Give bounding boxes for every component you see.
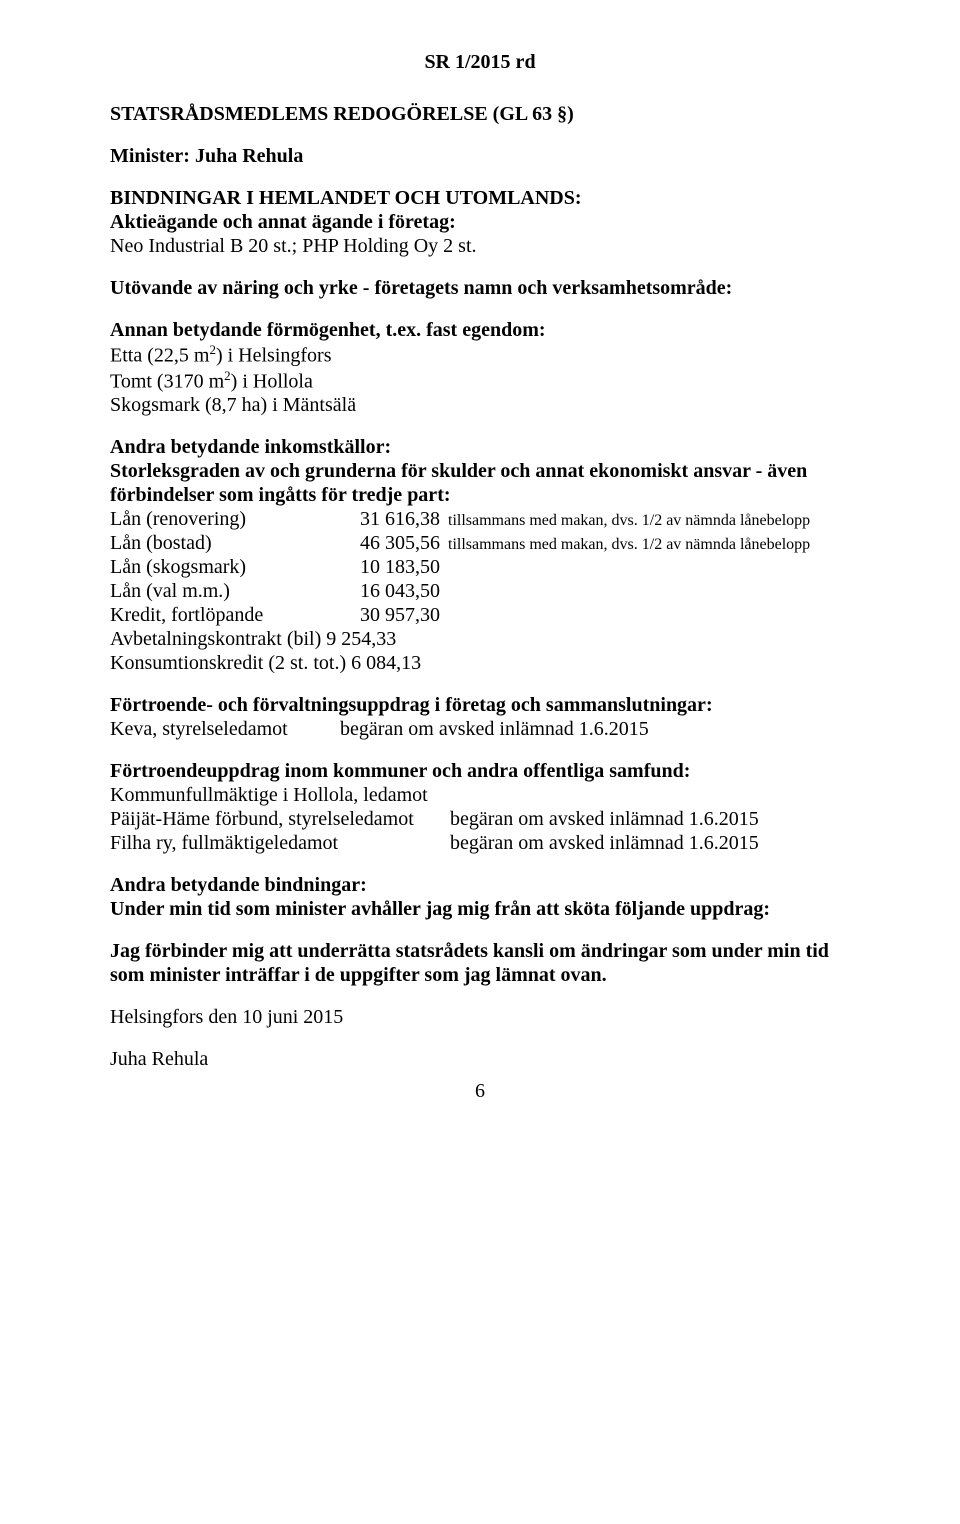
loan-row: Kredit, fortlöpande 30 957,30 [110,603,850,627]
loan-row: Lån (renovering) 31 616,38 tillsammans m… [110,507,850,531]
other-heading: Andra betydande bindningar: [110,873,850,897]
shareholding-heading: Aktieägande och annat ägande i företag: [110,210,850,234]
other-section: Andra betydande bindningar: Under min ti… [110,873,850,921]
loans-block: Lån (renovering) 31 616,38 tillsammans m… [110,507,850,675]
wealth-line-1: Etta (22,5 m2) i Helsingfors [110,342,850,368]
assignment-row: Päijät-Häme förbund, styrelseledamot beg… [110,807,850,831]
assignment-right: begäran om avsked inlämnad 1.6.2015 [450,831,850,855]
installment-line: Avbetalningskontrakt (bil) 9 254,33 [110,627,850,651]
keva-right: begäran om avsked inlämnad 1.6.2015 [340,717,850,741]
loan-label: Kredit, fortlöpande [110,603,340,627]
wealth-section: Annan betydande förmögenhet, t.ex. fast … [110,318,850,417]
page-number: 6 [110,1079,850,1103]
wealth-line-1a: Etta (22,5 m [110,345,209,367]
trust-heading: Förtroende- och förvaltningsuppdrag i fö… [110,693,850,717]
loan-label: Lån (renovering) [110,507,340,531]
loan-note: tillsammans med makan, dvs. 1/2 av nämnd… [448,535,850,554]
keva-left: Keva, styrelseledamot [110,717,340,741]
loan-label: Lån (val m.m.) [110,579,340,603]
wealth-line-2b: ) i Hollola [231,370,313,392]
profession-heading: Utövande av näring och yrke - företagets… [110,276,850,300]
doc-header: SR 1/2015 rd [110,50,850,74]
wealth-line-2a: Tomt (3170 m [110,370,224,392]
income-section: Andra betydande inkomstkällor: Storleksg… [110,435,850,675]
other-text: Under min tid som minister avhåller jag … [110,897,850,921]
bindings-section: BINDNINGAR I HEMLANDET OCH UTOMLANDS: Ak… [110,186,850,258]
page: SR 1/2015 rd STATSRÅDSMEDLEMS REDOGÖRELS… [0,0,960,1524]
trust-section: Förtroende- och förvaltningsuppdrag i fö… [110,693,850,741]
keva-row: Keva, styrelseledamot begäran om avsked … [110,717,850,741]
wealth-heading: Annan betydande förmögenhet, t.ex. fast … [110,318,850,342]
income-heading: Andra betydande inkomstkällor: [110,435,850,459]
date-place: Helsingfors den 10 juni 2015 [110,1005,850,1029]
loan-label: Lån (bostad) [110,531,340,555]
minister-label: Minister: Juha Rehula [110,144,850,168]
wealth-line-3: Skogsmark (8,7 ha) i Mäntsälä [110,393,850,417]
municipal-heading: Förtroendeuppdrag inom kommuner och andr… [110,759,850,783]
loan-value: 46 305,56 [340,531,448,555]
bindings-heading: BINDNINGAR I HEMLANDET OCH UTOMLANDS: [110,186,850,210]
undertake-text: Jag förbinder mig att underrätta statsrå… [110,939,850,987]
wealth-line-1b: ) i Helsingfors [216,345,332,367]
debts-heading: Storleksgraden av och grunderna för skul… [110,459,850,507]
municipal-section: Förtroendeuppdrag inom kommuner och andr… [110,759,850,855]
shareholding-text: Neo Industrial B 20 st.; PHP Holding Oy … [110,234,850,258]
loan-value: 10 183,50 [340,555,448,579]
loan-value: 31 616,38 [340,507,448,531]
assignment-row: Filha ry, fullmäktigeledamot begäran om … [110,831,850,855]
assignment-left: Päijät-Häme förbund, styrelseledamot [110,807,450,831]
loan-value: 30 957,30 [340,603,448,627]
municipal-line-1: Kommunfullmäktige i Hollola, ledamot [110,783,850,807]
doc-title: STATSRÅDSMEDLEMS REDOGÖRELSE (GL 63 §) [110,102,850,126]
loan-value: 16 043,50 [340,579,448,603]
wealth-line-2: Tomt (3170 m2) i Hollola [110,368,850,394]
loan-row: Lån (val m.m.) 16 043,50 [110,579,850,603]
loan-label: Lån (skogsmark) [110,555,340,579]
signature: Juha Rehula [110,1047,850,1071]
consumer-credit-line: Konsumtionskredit (2 st. tot.) 6 084,13 [110,651,850,675]
loan-row: Lån (skogsmark) 10 183,50 [110,555,850,579]
loan-note: tillsammans med makan, dvs. 1/2 av nämnd… [448,511,850,530]
assignment-right: begäran om avsked inlämnad 1.6.2015 [450,807,850,831]
loan-row: Lån (bostad) 46 305,56 tillsammans med m… [110,531,850,555]
assignment-left: Filha ry, fullmäktigeledamot [110,831,450,855]
